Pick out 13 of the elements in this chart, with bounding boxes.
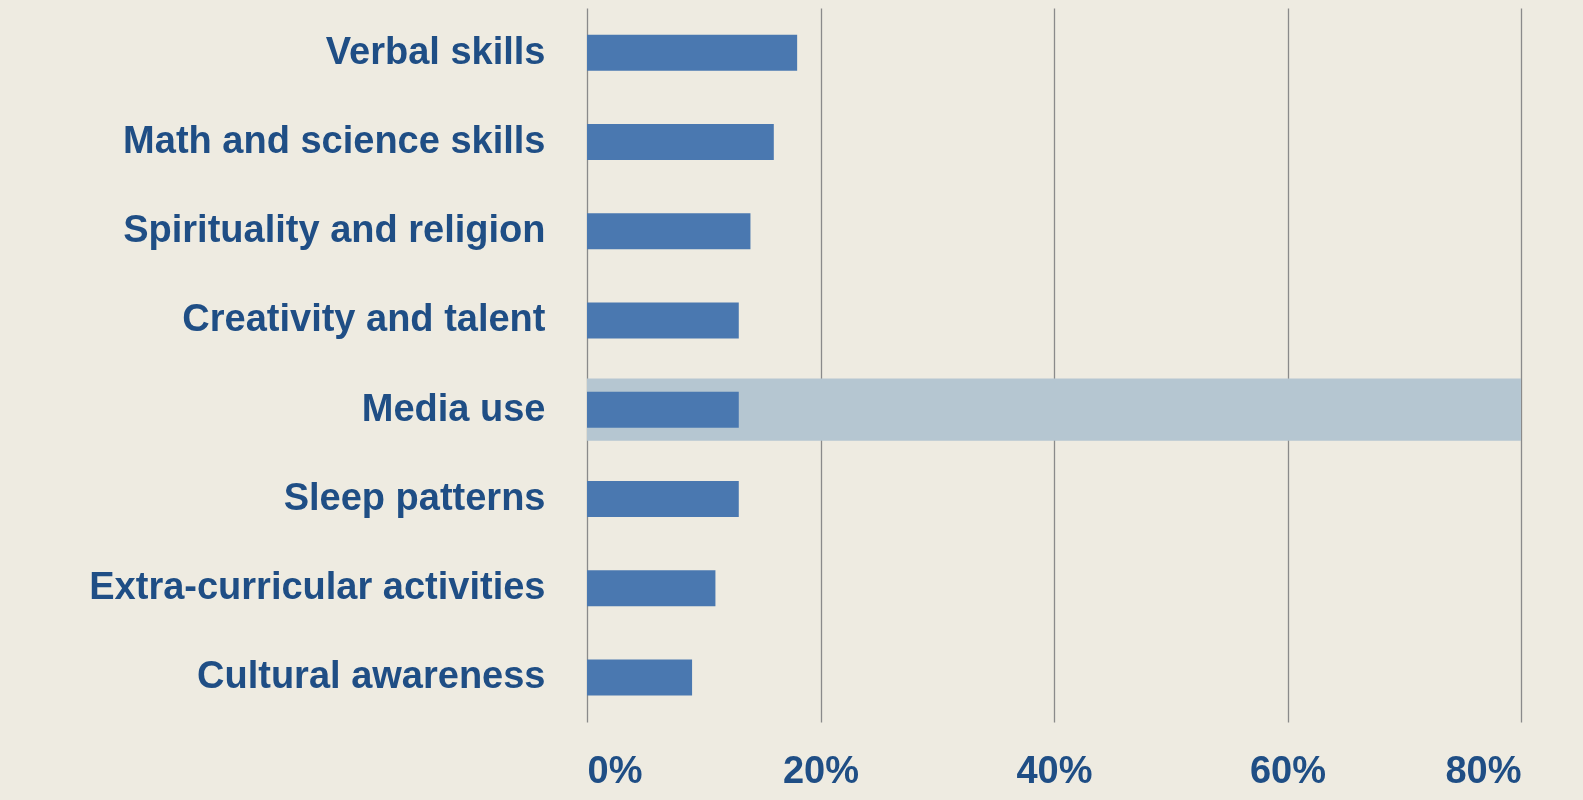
y-tick-label: Extra-curricular activities [89, 565, 546, 608]
y-tick-label: Spirituality and religion [123, 208, 546, 251]
y-tick-label: Verbal skills [325, 29, 546, 72]
x-tick-label: 80% [1445, 748, 1522, 791]
y-tick-label: Math and science skills [123, 118, 546, 161]
y-tick-label: Creativity and talent [182, 297, 546, 340]
x-tick-label: 60% [1249, 748, 1327, 791]
y-tick-label: Media use [361, 386, 546, 429]
y-tick-label: Sleep patterns [283, 475, 546, 518]
x-tick-label: 40% [1016, 748, 1093, 791]
y-tick-label: Cultural awareness [197, 654, 546, 697]
x-tick-label: 20% [782, 748, 860, 791]
x-tick-label: 0% [587, 748, 643, 791]
